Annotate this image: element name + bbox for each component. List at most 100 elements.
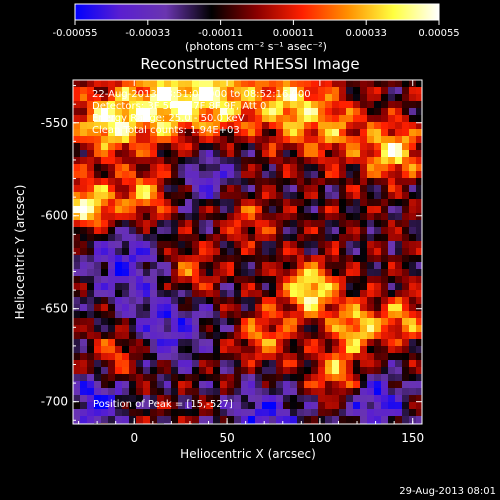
heatmap-cell bbox=[402, 150, 409, 157]
heatmap-cell bbox=[199, 402, 206, 409]
heatmap-cell bbox=[290, 388, 297, 395]
heatmap-cell bbox=[269, 381, 276, 388]
heatmap-cell bbox=[332, 262, 339, 269]
heatmap-cell bbox=[87, 129, 94, 136]
heatmap-cell bbox=[360, 234, 367, 241]
heatmap-cell bbox=[80, 297, 87, 304]
heatmap-cell bbox=[297, 367, 304, 374]
heatmap-cell bbox=[87, 157, 94, 164]
heatmap-cell bbox=[143, 367, 150, 374]
heatmap-cell bbox=[311, 416, 318, 423]
heatmap-cell bbox=[185, 402, 192, 409]
heatmap-cell bbox=[318, 150, 325, 157]
heatmap-cell bbox=[73, 108, 80, 115]
heatmap-cell bbox=[178, 297, 185, 304]
heatmap-cell bbox=[87, 290, 94, 297]
heatmap-cell bbox=[360, 164, 367, 171]
heatmap-cell bbox=[269, 388, 276, 395]
heatmap-cell bbox=[388, 136, 395, 143]
heatmap-cell bbox=[269, 108, 276, 115]
heatmap-cell bbox=[171, 332, 178, 339]
heatmap-cell bbox=[248, 150, 255, 157]
heatmap-cell bbox=[262, 164, 269, 171]
heatmap-cell bbox=[276, 213, 283, 220]
heatmap-cell bbox=[80, 360, 87, 367]
heatmap-cell bbox=[374, 269, 381, 276]
heatmap-cell bbox=[157, 388, 164, 395]
heatmap-cell bbox=[416, 108, 422, 115]
heatmap-cell bbox=[80, 318, 87, 325]
heatmap-cell bbox=[311, 409, 318, 416]
heatmap-cell bbox=[353, 157, 360, 164]
heatmap-cell bbox=[262, 248, 269, 255]
heatmap-cell bbox=[192, 416, 199, 423]
heatmap-cell bbox=[290, 339, 297, 346]
heatmap-cell bbox=[227, 255, 234, 262]
heatmap-cell bbox=[108, 353, 115, 360]
heatmap-cell bbox=[101, 115, 108, 122]
heatmap-cell bbox=[276, 353, 283, 360]
heatmap-cell bbox=[416, 87, 422, 94]
heatmap-cell bbox=[332, 164, 339, 171]
heatmap-cell bbox=[395, 185, 402, 192]
heatmap-cell bbox=[255, 157, 262, 164]
heatmap-cell bbox=[94, 395, 101, 402]
heatmap-cell bbox=[150, 220, 157, 227]
heatmap-cell bbox=[122, 402, 129, 409]
heatmap-cell bbox=[164, 276, 171, 283]
heatmap-cell bbox=[381, 269, 388, 276]
heatmap-cell bbox=[213, 234, 220, 241]
heatmap-cell bbox=[353, 129, 360, 136]
heatmap-cell bbox=[283, 234, 290, 241]
heatmap-cell bbox=[255, 143, 262, 150]
heatmap-cell bbox=[262, 101, 269, 108]
heatmap-cell bbox=[395, 297, 402, 304]
heatmap-cell bbox=[213, 416, 220, 423]
heatmap-cell bbox=[262, 157, 269, 164]
heatmap-cell bbox=[80, 87, 87, 94]
heatmap-cell bbox=[129, 80, 136, 87]
heatmap-cell bbox=[220, 374, 227, 381]
heatmap-cell bbox=[73, 353, 80, 360]
heatmap-cell bbox=[73, 381, 80, 388]
heatmap-cell bbox=[227, 101, 234, 108]
heatmap-cell bbox=[297, 346, 304, 353]
heatmap-cell bbox=[108, 199, 115, 206]
heatmap-cell bbox=[409, 388, 416, 395]
heatmap-image bbox=[73, 80, 422, 424]
heatmap-cell bbox=[318, 122, 325, 129]
heatmap-cell bbox=[192, 143, 199, 150]
heatmap-cell bbox=[290, 199, 297, 206]
heatmap-cell bbox=[409, 269, 416, 276]
heatmap-cell bbox=[269, 101, 276, 108]
heatmap-cell bbox=[388, 192, 395, 199]
heatmap-cell bbox=[360, 325, 367, 332]
heatmap-cell bbox=[311, 192, 318, 199]
heatmap-cell bbox=[248, 346, 255, 353]
heatmap-cell bbox=[381, 262, 388, 269]
info-detectors: Detectors: 3F 5F 6F 7F 8F 9F, Att 0 bbox=[92, 101, 266, 112]
heatmap-cell bbox=[395, 255, 402, 262]
heatmap-cell bbox=[94, 318, 101, 325]
heatmap-cell bbox=[402, 353, 409, 360]
heatmap-cell bbox=[164, 199, 171, 206]
heatmap-cell bbox=[353, 318, 360, 325]
heatmap-cell bbox=[122, 276, 129, 283]
heatmap-cell bbox=[129, 311, 136, 318]
heatmap-cell bbox=[297, 87, 304, 94]
heatmap-cell bbox=[381, 395, 388, 402]
heatmap-cell bbox=[374, 178, 381, 185]
heatmap-cell bbox=[416, 185, 422, 192]
heatmap-cell bbox=[185, 171, 192, 178]
heatmap-cell bbox=[178, 409, 185, 416]
heatmap-cell bbox=[241, 367, 248, 374]
heatmap-cell bbox=[115, 227, 122, 234]
heatmap-cell bbox=[388, 80, 395, 87]
heatmap-cell bbox=[409, 157, 416, 164]
heatmap-cell bbox=[283, 87, 290, 94]
heatmap-cell bbox=[73, 94, 80, 101]
heatmap-cell bbox=[353, 122, 360, 129]
heatmap-cell bbox=[290, 248, 297, 255]
heatmap-cell bbox=[227, 206, 234, 213]
heatmap-cell bbox=[129, 262, 136, 269]
